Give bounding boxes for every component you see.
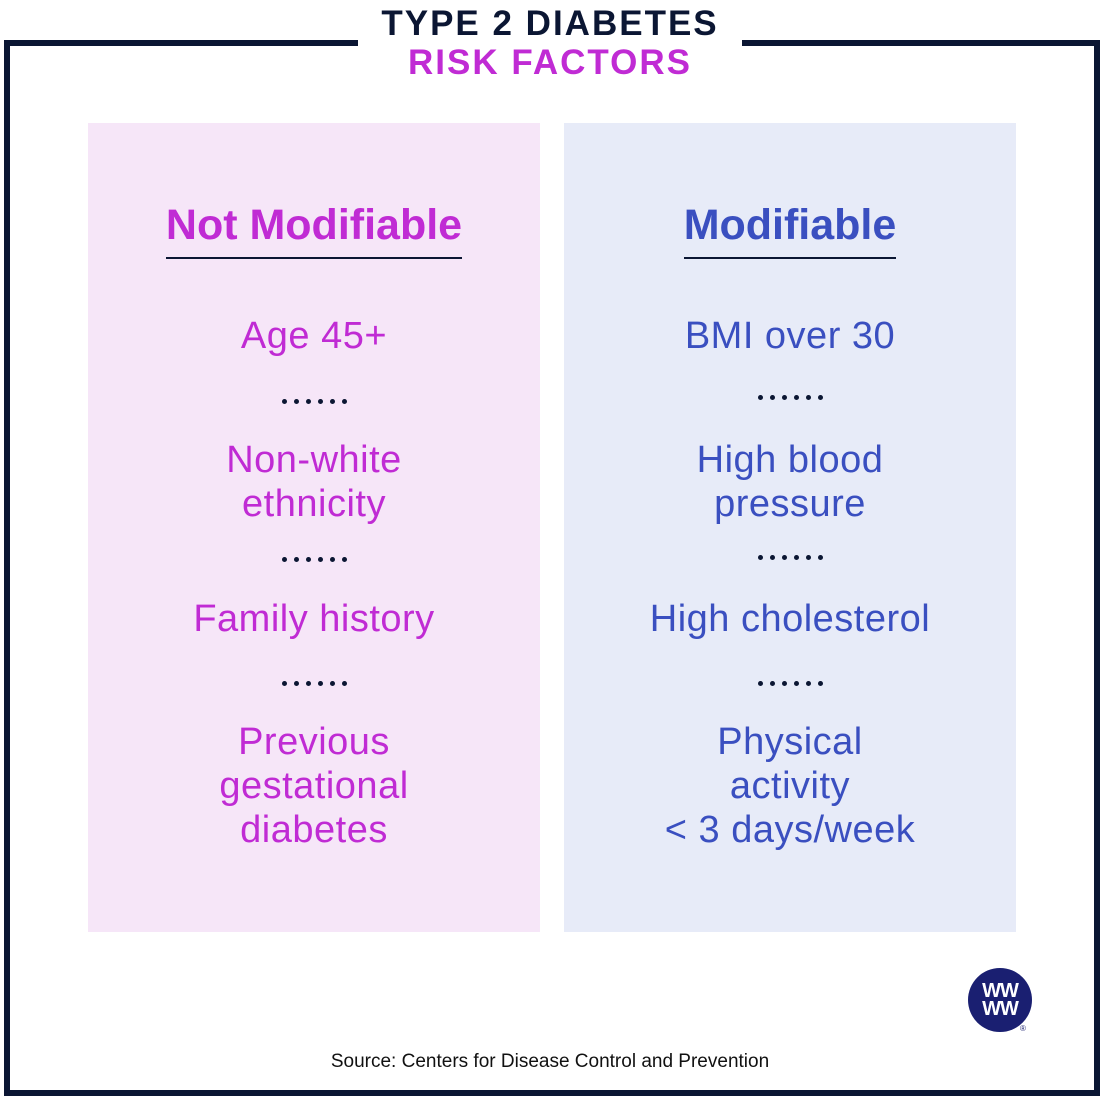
factor-physical-activity: Physical activity < 3 days/week [664, 721, 916, 851]
modifiable-column: Modifiable BMI over 30 High blood pressu… [564, 123, 1016, 932]
title-line-1: TYPE 2 DIABETES [381, 4, 719, 43]
dot-separator [88, 557, 540, 565]
modifiable-heading: Modifiable [564, 199, 1016, 259]
dot-separator [88, 399, 540, 407]
source-citation: Source: Centers for Disease Control and … [330, 1051, 770, 1072]
factor-family-history: Family history [193, 598, 435, 640]
factor-bmi: BMI over 30 [684, 315, 896, 357]
factor-age: Age 45+ [240, 315, 388, 357]
dot-separator [564, 555, 1016, 563]
not-modifiable-heading: Not Modifiable [88, 199, 540, 259]
factor-cholesterol: High cholesterol [649, 598, 931, 640]
dot-separator [88, 681, 540, 689]
dot-separator [564, 681, 1016, 689]
factor-ethnicity: Non-white ethnicity [226, 439, 402, 525]
dot-separator [564, 395, 1016, 403]
factor-blood-pressure: High blood pressure [696, 439, 884, 525]
title-block: TYPE 2 DIABETES RISK FACTORS [358, 0, 742, 82]
not-modifiable-column: Not Modifiable Age 45+ Non-white ethnici… [88, 123, 540, 932]
ww-logo-icon: WW WW [968, 968, 1032, 1032]
title-line-2: RISK FACTORS [408, 43, 692, 82]
registered-mark: ® [1020, 1024, 1026, 1033]
factor-gestational-diabetes: Previous gestational diabetes [219, 721, 409, 851]
